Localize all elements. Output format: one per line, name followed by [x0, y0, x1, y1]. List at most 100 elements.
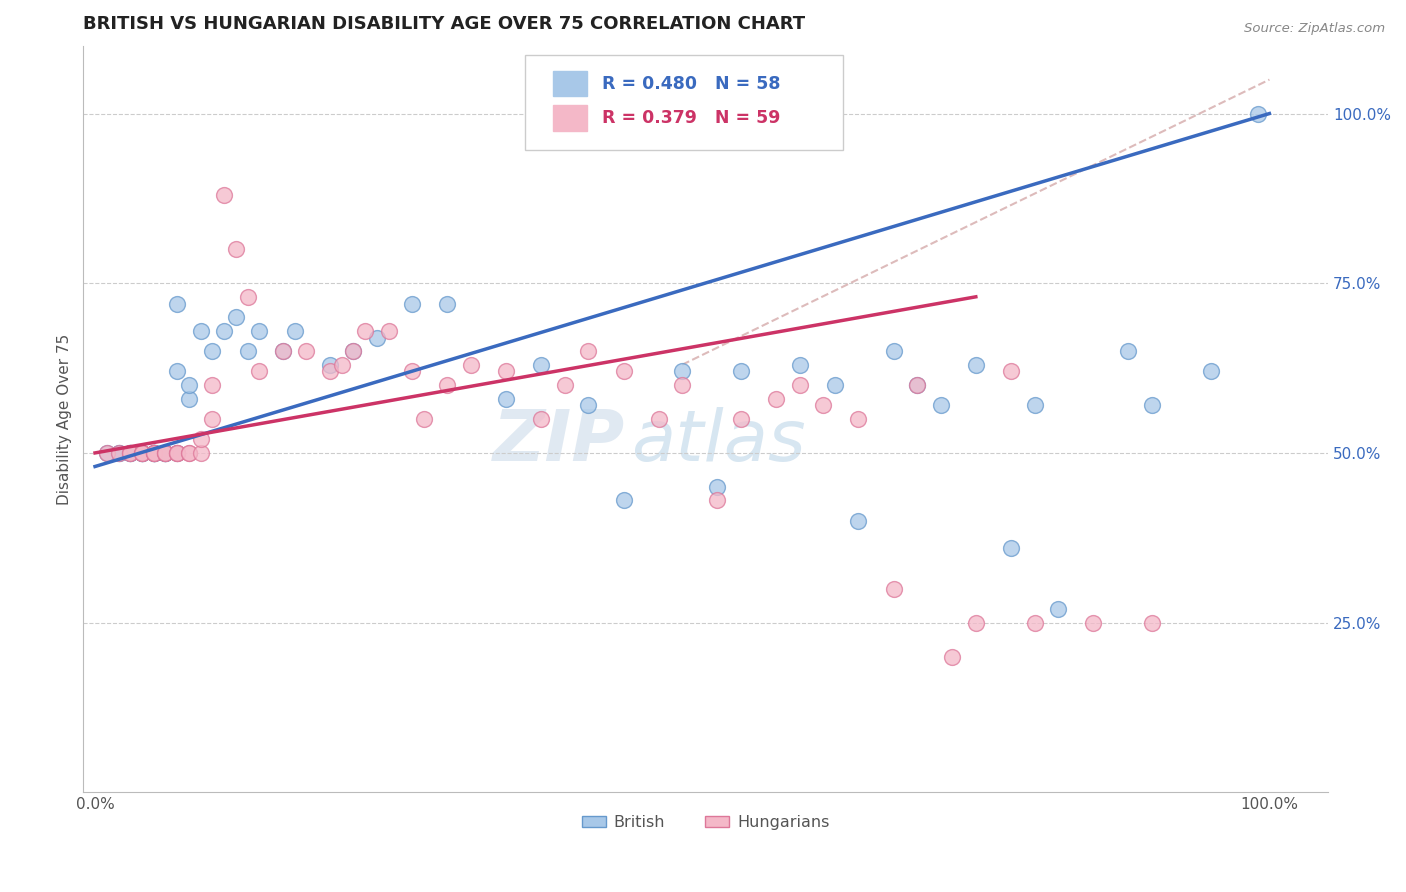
Point	[1199, 364, 1222, 378]
Point	[342, 344, 364, 359]
Point	[730, 364, 752, 378]
Point	[236, 344, 259, 359]
Point	[212, 188, 235, 202]
Point	[190, 446, 212, 460]
Point	[155, 446, 177, 460]
Point	[190, 433, 212, 447]
Point	[436, 378, 458, 392]
Point	[1000, 541, 1022, 555]
Point	[965, 358, 987, 372]
Point	[1140, 398, 1163, 412]
Point	[271, 344, 294, 359]
Point	[612, 364, 634, 378]
Point	[142, 446, 165, 460]
Point	[190, 324, 212, 338]
Point	[201, 412, 224, 426]
Point	[706, 493, 728, 508]
Point	[212, 324, 235, 338]
Point	[530, 412, 553, 426]
Point	[271, 344, 294, 359]
Point	[155, 446, 177, 460]
Text: BRITISH VS HUNGARIAN DISABILITY AGE OVER 75 CORRELATION CHART: BRITISH VS HUNGARIAN DISABILITY AGE OVER…	[83, 15, 806, 33]
Point	[789, 358, 811, 372]
Point	[177, 392, 200, 406]
Point	[142, 446, 165, 460]
Point	[789, 378, 811, 392]
Point	[905, 378, 928, 392]
Point	[401, 296, 423, 310]
Point	[142, 446, 165, 460]
Point	[1247, 106, 1270, 120]
Point	[848, 412, 870, 426]
Point	[883, 344, 905, 359]
Point	[155, 446, 177, 460]
Point	[366, 330, 388, 344]
Point	[142, 446, 165, 460]
Point	[671, 364, 693, 378]
Point	[142, 446, 165, 460]
Point	[576, 398, 599, 412]
Point	[965, 615, 987, 630]
Point	[166, 446, 188, 460]
Point	[671, 378, 693, 392]
Text: atlas: atlas	[631, 407, 806, 476]
Point	[166, 446, 188, 460]
Point	[319, 358, 342, 372]
Point	[612, 493, 634, 508]
Point	[107, 446, 129, 460]
Point	[1047, 602, 1070, 616]
Point	[530, 358, 553, 372]
Point	[1024, 615, 1046, 630]
Point	[120, 446, 142, 460]
Point	[131, 446, 153, 460]
Point	[905, 378, 928, 392]
Point	[142, 446, 165, 460]
Point	[96, 446, 118, 460]
Point	[941, 649, 963, 664]
Point	[295, 344, 318, 359]
Point	[131, 446, 153, 460]
Point	[706, 480, 728, 494]
Point	[495, 364, 517, 378]
Point	[354, 324, 377, 338]
Point	[554, 378, 576, 392]
Point	[201, 344, 224, 359]
Point	[401, 364, 423, 378]
Point	[284, 324, 307, 338]
Point	[929, 398, 952, 412]
Point	[730, 412, 752, 426]
Point	[1118, 344, 1140, 359]
Point	[1024, 398, 1046, 412]
Point	[155, 446, 177, 460]
Bar	[553, 71, 588, 96]
Point	[1083, 615, 1105, 630]
Text: ZIP: ZIP	[492, 407, 624, 476]
Point	[460, 358, 482, 372]
Y-axis label: Disability Age Over 75: Disability Age Over 75	[58, 334, 72, 505]
Text: R = 0.379   N = 59: R = 0.379 N = 59	[602, 109, 780, 127]
Point	[177, 446, 200, 460]
Point	[131, 446, 153, 460]
Point	[319, 364, 342, 378]
Point	[120, 446, 142, 460]
Point	[848, 514, 870, 528]
FancyBboxPatch shape	[526, 54, 842, 150]
Point	[249, 364, 271, 378]
Point	[166, 446, 188, 460]
Point	[107, 446, 129, 460]
Point	[166, 296, 188, 310]
Point	[120, 446, 142, 460]
Point	[576, 344, 599, 359]
Point	[201, 378, 224, 392]
Point	[120, 446, 142, 460]
Text: Source: ZipAtlas.com: Source: ZipAtlas.com	[1244, 22, 1385, 36]
Point	[107, 446, 129, 460]
Point	[342, 344, 364, 359]
Point	[377, 324, 399, 338]
Point	[495, 392, 517, 406]
Point	[131, 446, 153, 460]
Point	[648, 412, 671, 426]
Point	[166, 446, 188, 460]
Point	[249, 324, 271, 338]
Point	[142, 446, 165, 460]
